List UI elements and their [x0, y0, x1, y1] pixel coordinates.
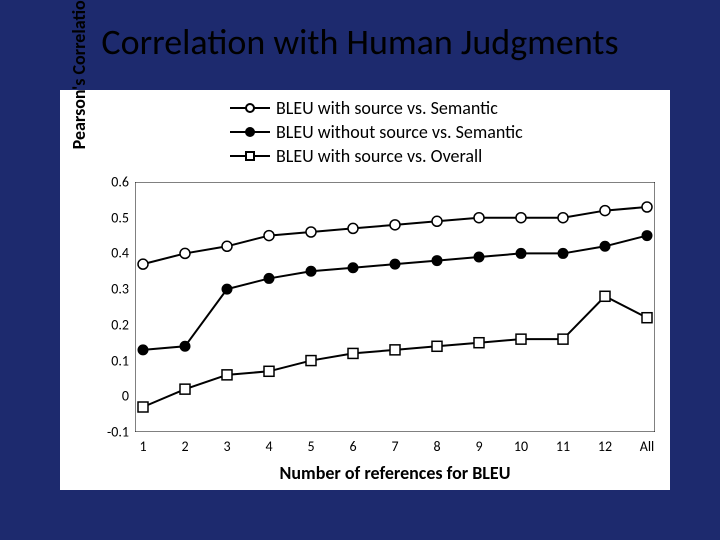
legend-item: BLEU without source vs. Semantic	[230, 120, 523, 144]
legend-label: BLEU with source vs. Overall	[276, 144, 482, 168]
x-tick-label: 2	[165, 438, 205, 455]
x-tick-label: 5	[291, 438, 331, 455]
x-tick-label: All	[627, 438, 667, 455]
y-tick-label: 0.3	[93, 281, 129, 298]
plot-area	[135, 182, 655, 432]
x-axis-label: Number of references for BLEU	[135, 462, 655, 484]
y-tick-label: 0.2	[93, 316, 129, 333]
x-tick-label: 1	[123, 438, 163, 455]
chart-svg	[135, 182, 655, 432]
chart-panel: BLEU with source vs. Semantic BLEU witho…	[60, 90, 670, 490]
slide: Correlation with Human Judgments BLEU wi…	[0, 0, 720, 540]
y-tick-label: 0.4	[93, 245, 129, 262]
legend: BLEU with source vs. Semantic BLEU witho…	[230, 96, 523, 168]
x-tick-label: 6	[333, 438, 373, 455]
legend-label: BLEU without source vs. Semantic	[276, 120, 523, 144]
page-title: Correlation with Human Judgments	[0, 20, 720, 64]
legend-item: BLEU with source vs. Semantic	[230, 96, 523, 120]
x-tick-label: 12	[585, 438, 625, 455]
legend-label: BLEU with source vs. Semantic	[276, 96, 498, 120]
y-tick-label: 0	[93, 388, 129, 405]
legend-glyph-square-open-icon	[230, 144, 270, 168]
x-tick-label: 7	[375, 438, 415, 455]
x-tick-label: 3	[207, 438, 247, 455]
x-tick-label: 11	[543, 438, 583, 455]
y-tick-label: 0.5	[93, 209, 129, 226]
x-tick-label: 9	[459, 438, 499, 455]
y-tick-label: 0.6	[93, 174, 129, 191]
legend-item: BLEU with source vs. Overall	[230, 144, 523, 168]
legend-glyph-circle-filled-icon	[230, 120, 270, 144]
y-tick-label: 0.1	[93, 352, 129, 369]
y-axis-label: Pearson's Correlation	[68, 0, 90, 190]
x-tick-label: 8	[417, 438, 457, 455]
x-tick-label: 10	[501, 438, 541, 455]
legend-glyph-circle-open-icon	[230, 96, 270, 120]
x-tick-label: 4	[249, 438, 289, 455]
